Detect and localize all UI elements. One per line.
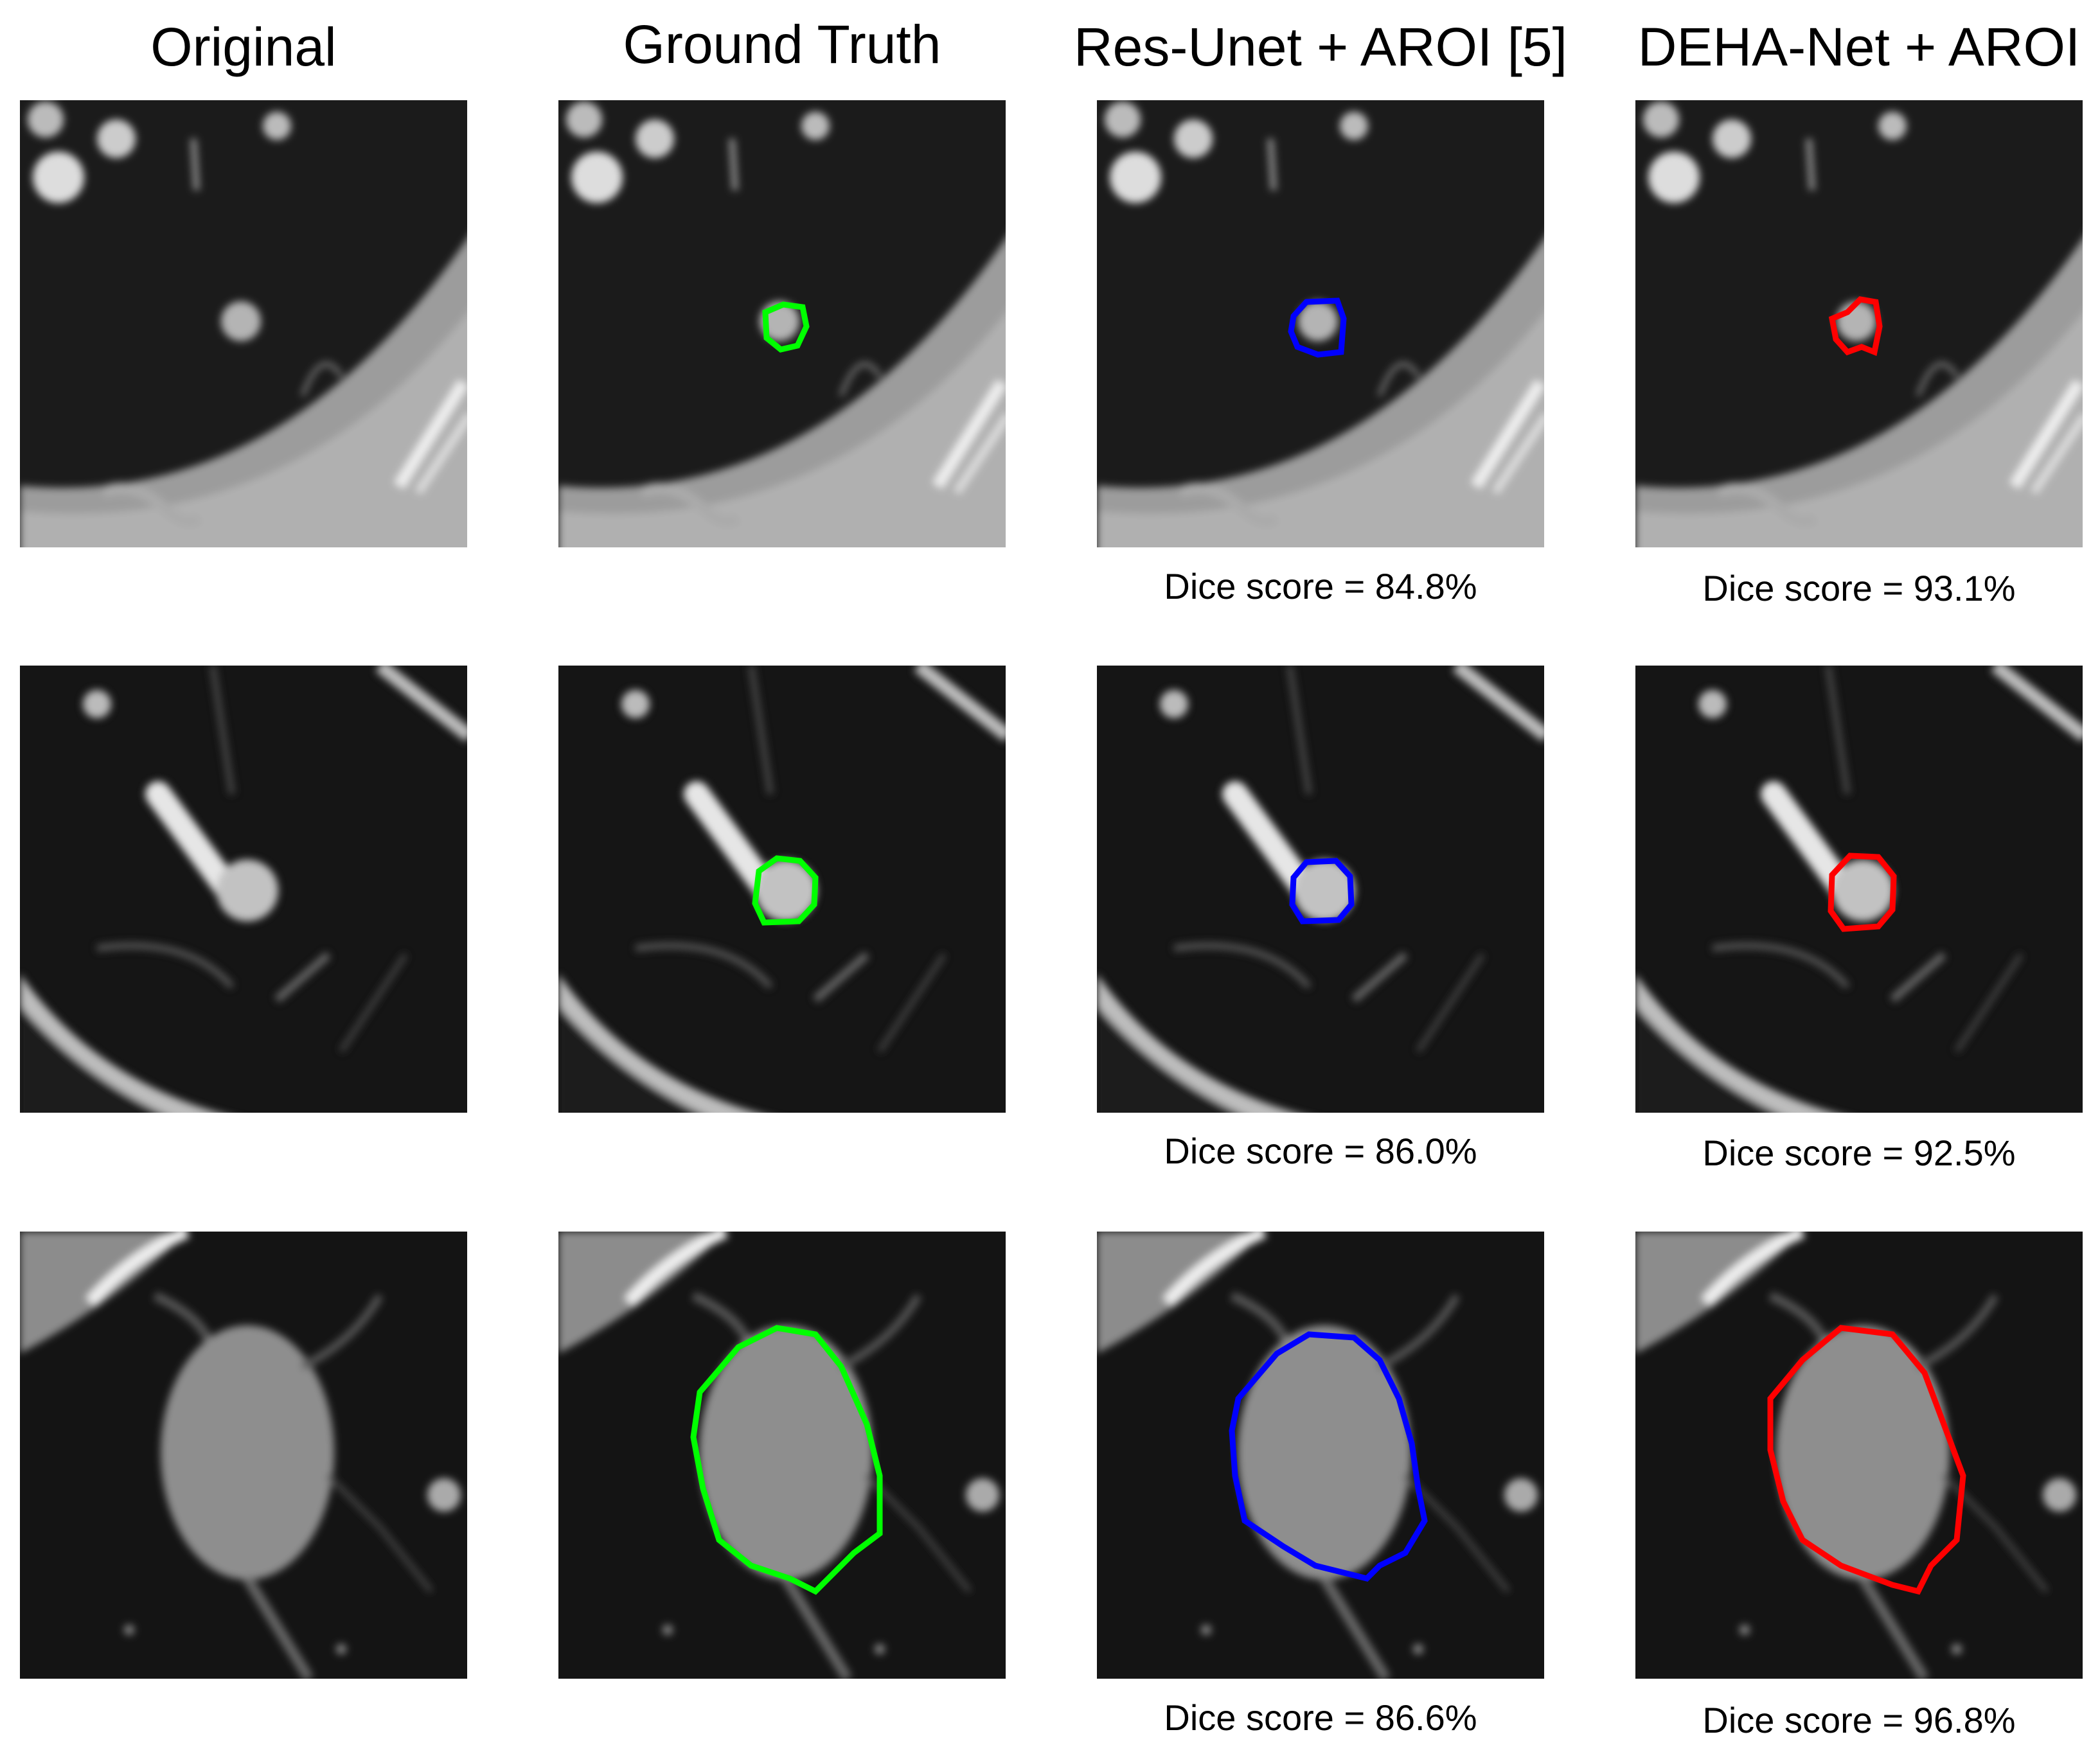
ct-image — [558, 666, 1008, 1147]
ct-image — [1097, 666, 1547, 1147]
column-header: DEHA-Net + AROI — [1638, 17, 2081, 77]
dice-score: Dice score = 86.6% — [1164, 1697, 1477, 1738]
ct-image — [20, 100, 483, 563]
column-header: Original — [150, 17, 336, 77]
ct-image — [20, 666, 470, 1147]
ct-image — [558, 1232, 1006, 1679]
column-header: Res-Unet + AROI [5] — [1074, 17, 1567, 77]
dice-score: Dice score = 86.0% — [1164, 1131, 1477, 1171]
dice-score: Dice score = 96.8% — [1702, 1700, 2015, 1740]
ct-image — [1635, 666, 2085, 1147]
ct-image — [558, 100, 1021, 563]
ct-image — [1635, 1232, 2083, 1679]
dice-score: Dice score = 92.5% — [1702, 1133, 2015, 1173]
ct-image — [1097, 1232, 1544, 1679]
ct-image — [20, 1232, 467, 1679]
column-header: Ground Truth — [623, 14, 941, 75]
dice-score: Dice score = 93.1% — [1702, 568, 2015, 608]
ct-image — [1097, 100, 1560, 563]
ct-image — [1635, 100, 2098, 563]
dice-score: Dice score = 84.8% — [1164, 566, 1477, 606]
